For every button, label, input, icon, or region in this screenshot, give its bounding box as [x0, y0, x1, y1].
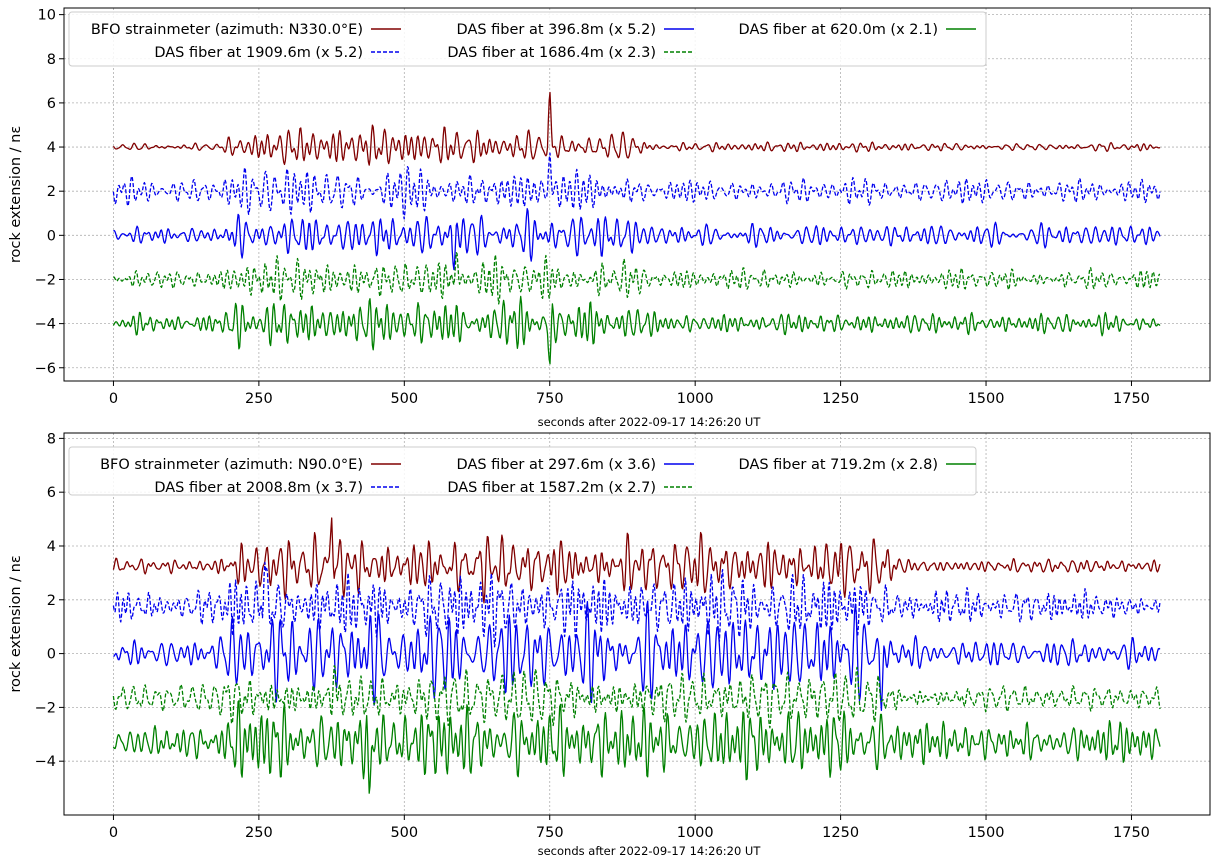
y-tick-label: 0	[47, 647, 56, 663]
y-tick-label: −4	[35, 754, 56, 770]
series-line-5	[112, 665, 1161, 729]
legend-label: DAS fiber at 396.8m (x 5.2)	[457, 22, 656, 38]
x-tick-label: 1000	[677, 825, 714, 841]
y-tick-label: 8	[47, 431, 56, 447]
legend-label: DAS fiber at 620.0m (x 2.1)	[739, 22, 938, 38]
y-tick-label: 8	[47, 52, 56, 68]
legend-label: BFO strainmeter (azimuth: N90.0°E)	[100, 457, 363, 473]
legend-label: DAS fiber at 1909.6m (x 5.2)	[154, 45, 363, 61]
x-tick-label: 500	[390, 391, 418, 407]
y-tick-label: 0	[47, 228, 56, 244]
x-tick-label: 0	[109, 391, 118, 407]
series-line-3	[112, 700, 1161, 794]
legend-label: DAS fiber at 1587.2m (x 2.7)	[447, 480, 656, 496]
x-axis-label: seconds after 2022-09-17 14:26:20 UT	[538, 415, 762, 429]
y-tick-label: −6	[35, 361, 56, 377]
x-tick-label: 750	[536, 391, 564, 407]
y-axis-label: rock extension / nε	[8, 126, 24, 263]
x-axis-label: seconds after 2022-09-17 14:26:20 UT	[538, 844, 762, 858]
series-line-5	[113, 251, 1161, 305]
series-line-1	[112, 517, 1161, 604]
y-tick-label: −4	[35, 317, 56, 333]
series-line-3	[112, 295, 1161, 365]
legend-label: DAS fiber at 1686.4m (x 2.3)	[447, 45, 656, 61]
axes-frame	[63, 432, 1211, 816]
y-tick-label: 4	[47, 140, 56, 156]
x-tick-label: 1250	[822, 391, 859, 407]
legend-label: DAS fiber at 719.2m (x 2.8)	[739, 457, 938, 473]
x-tick-label: 1750	[1113, 391, 1150, 407]
series-line-4	[112, 152, 1161, 220]
y-tick-label: −2	[35, 272, 56, 288]
x-tick-label: 500	[390, 825, 418, 841]
x-tick-label: 1500	[968, 825, 1005, 841]
x-tick-label: 750	[536, 825, 564, 841]
x-tick-label: 1250	[822, 825, 859, 841]
x-tick-label: 0	[109, 825, 118, 841]
x-tick-label: 1750	[1113, 825, 1150, 841]
y-tick-label: 6	[47, 96, 56, 112]
chart-1: 0 250 500 750 1000 1250 1500 1750 −6 −4 −2 0 2 4 6 8 10 s…	[8, 7, 1211, 429]
x-tick-label: 250	[245, 391, 273, 407]
y-tick-label: 2	[47, 593, 56, 609]
y-tick-label: 4	[47, 539, 56, 555]
y-axis-label: rock extension / nε	[8, 555, 24, 692]
legend-box	[68, 11, 987, 67]
legend-label: DAS fiber at 297.6m (x 3.6)	[457, 457, 656, 473]
y-tick-label: 2	[47, 184, 56, 200]
legend-label: BFO strainmeter (azimuth: N330.0°E)	[91, 22, 363, 38]
x-tick-label: 250	[245, 825, 273, 841]
legend-box	[68, 446, 977, 496]
chart-2: 0 250 500 750 1000 1250 1500 1750 −4 −2 0 2 4 6 8 secon…	[8, 431, 1211, 858]
legend-label: DAS fiber at 2008.8m (x 3.7)	[154, 480, 363, 496]
y-tick-label: 6	[47, 485, 56, 501]
series-line-1	[112, 91, 1161, 166]
y-tick-label: 10	[38, 8, 56, 24]
series-line-4	[112, 561, 1161, 648]
x-tick-label: 1500	[968, 391, 1005, 407]
x-tick-label: 1000	[677, 391, 714, 407]
series-line-2	[113, 208, 1161, 271]
y-tick-label: −2	[35, 700, 56, 716]
axes-frame	[63, 7, 1211, 382]
series-line-2	[113, 600, 1161, 711]
